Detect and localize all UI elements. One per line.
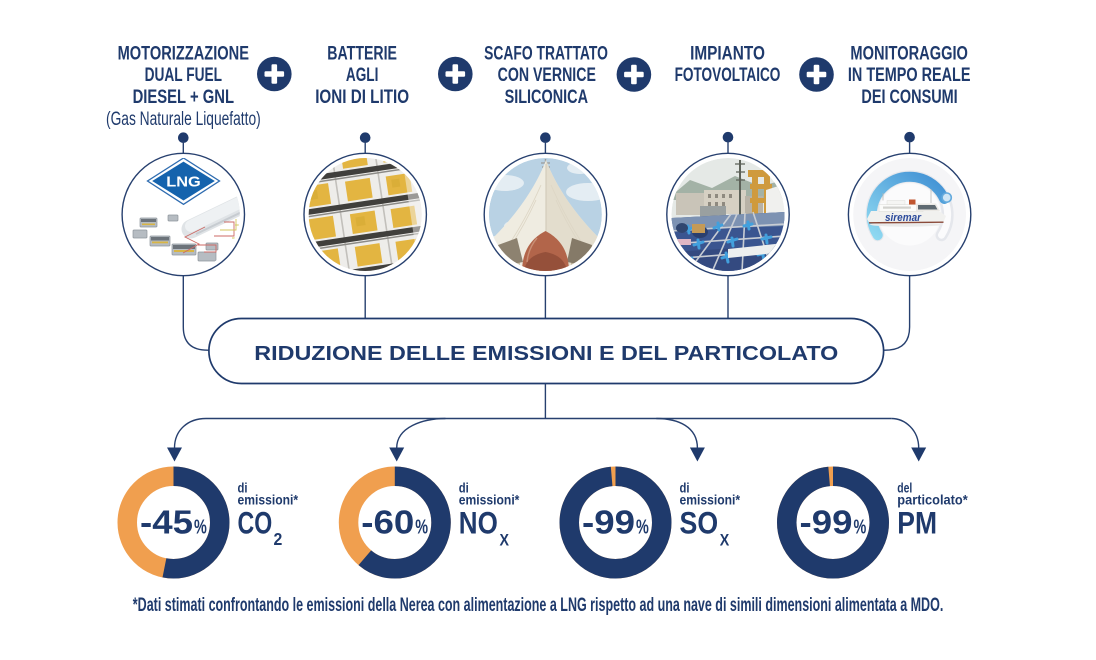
svg-text:DEI CONSUMI: DEI CONSUMI [861, 87, 957, 108]
svg-text:-99: -99 [582, 504, 635, 541]
svg-text:X: X [720, 532, 730, 550]
svg-text:DUAL FUEL: DUAL FUEL [145, 65, 223, 86]
svg-text:SILICONICA: SILICONICA [505, 87, 589, 108]
svg-text:particolato*: particolato* [897, 491, 968, 507]
svg-text:DIESEL + GNL: DIESEL + GNL [133, 87, 235, 108]
svg-text:CO: CO [238, 505, 273, 541]
svg-text:-60: -60 [361, 504, 414, 541]
svg-text:di: di [238, 480, 248, 496]
svg-text:%: % [415, 516, 428, 539]
svg-text:di: di [680, 480, 690, 496]
svg-text:CON VERNICE: CON VERNICE [498, 65, 596, 86]
svg-text:emissioni*: emissioni* [680, 491, 741, 507]
svg-text:emissioni*: emissioni* [238, 491, 299, 507]
svg-text:PM: PM [897, 505, 937, 541]
svg-text:emissioni*: emissioni* [459, 491, 520, 507]
svg-text:LNG: LNG [166, 173, 201, 190]
svg-text:del: del [897, 480, 912, 496]
svg-text:RIDUZIONE DELLE EMISSIONI E DE: RIDUZIONE DELLE EMISSIONI E DEL PARTICOL… [254, 342, 838, 365]
svg-text:di: di [459, 480, 469, 496]
svg-text:siremar: siremar [885, 212, 922, 224]
svg-text:X: X [500, 532, 510, 550]
svg-text:NO: NO [459, 505, 498, 541]
svg-text:BATTERIE: BATTERIE [327, 43, 397, 64]
svg-text:AGLI: AGLI [346, 65, 379, 86]
svg-text:IN TEMPO REALE: IN TEMPO REALE [848, 65, 971, 86]
svg-text:(Gas Naturale Liquefatto): (Gas Naturale Liquefatto) [106, 109, 261, 130]
svg-text:2: 2 [274, 529, 283, 549]
svg-text:FOTOVOLTAICO: FOTOVOLTAICO [675, 65, 781, 86]
svg-text:%: % [194, 516, 207, 539]
svg-text:IONI DI LITIO: IONI DI LITIO [315, 87, 409, 108]
svg-text:IMPIANTO: IMPIANTO [690, 43, 765, 64]
svg-text:SCAFO TRATTATO: SCAFO TRATTATO [484, 43, 608, 64]
svg-text:MONITORAGGIO: MONITORAGGIO [850, 43, 968, 64]
svg-text:%: % [854, 516, 867, 539]
svg-text:*Dati stimati confrontando le: *Dati stimati confrontando le emissioni … [133, 595, 944, 616]
svg-text:-99: -99 [800, 504, 853, 541]
svg-text:%: % [636, 516, 649, 539]
svg-text:-45: -45 [140, 504, 193, 541]
svg-text:MOTORIZZAZIONE: MOTORIZZAZIONE [118, 43, 249, 64]
svg-text:SO: SO [680, 505, 719, 541]
